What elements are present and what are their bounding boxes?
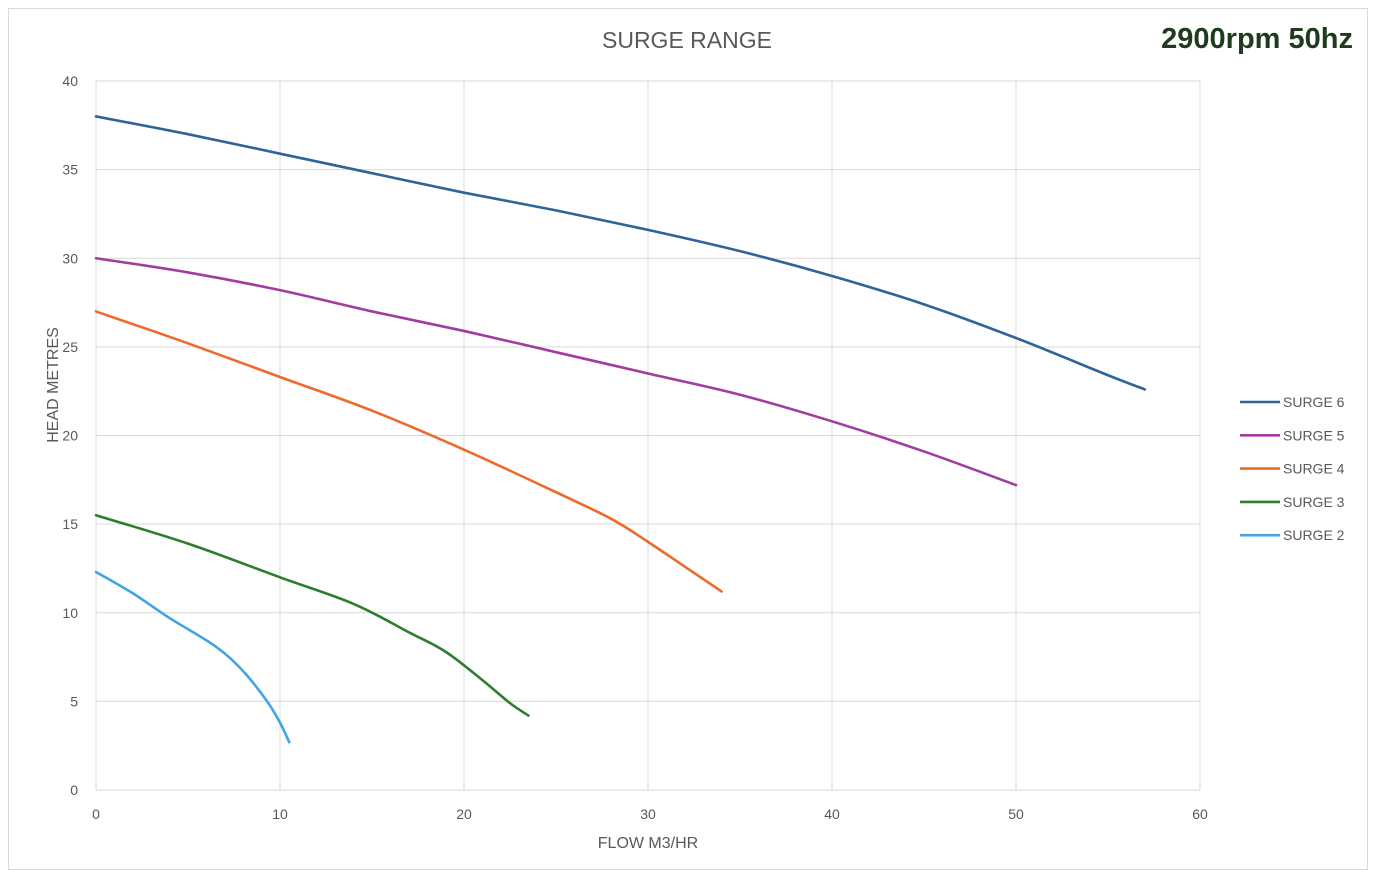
legend-item: SURGE 4 [1240, 461, 1345, 477]
y-tick-label: 20 [62, 428, 78, 444]
y-axis-title: HEAD METRES [45, 327, 62, 443]
y-tick-label: 35 [62, 162, 78, 178]
y-tick-label: 40 [62, 73, 78, 89]
legend-label: SURGE 6 [1283, 394, 1345, 410]
y-tick-label: 10 [62, 605, 78, 621]
series-line-surge-6 [94, 115, 1147, 391]
rpm-hz-badge: 2900rpm 50hz [1161, 23, 1353, 55]
y-axis-ticks: 0 5 10 15 20 25 30 35 40 [62, 73, 78, 798]
x-tick-label: 50 [1008, 806, 1024, 822]
legend-label: SURGE 4 [1283, 461, 1345, 477]
y-tick-label: 15 [62, 516, 78, 532]
legend-item: SURGE 3 [1240, 494, 1345, 510]
y-tick-label: 5 [70, 693, 78, 709]
y-tick-label: 0 [70, 782, 78, 798]
series-line-surge-5 [94, 256, 1018, 487]
series-line-surge-3 [94, 513, 530, 717]
x-axis-title: FLOW M3/HR [598, 835, 698, 852]
x-tick-label: 60 [1192, 806, 1208, 822]
chart-frame [8, 8, 1368, 870]
legend-label: SURGE 5 [1283, 427, 1345, 443]
legend-item: SURGE 6 [1240, 394, 1345, 410]
legend: SURGE 6 SURGE 5 SURGE 4 SURGE 3 SURGE 2 [1240, 394, 1345, 543]
x-tick-label: 20 [456, 806, 472, 822]
legend-item: SURGE 5 [1240, 427, 1345, 443]
series-line-surge-2 [94, 570, 291, 744]
legend-item: SURGE 2 [1240, 527, 1345, 543]
x-axis-ticks: 0 10 20 30 40 50 60 [92, 806, 1208, 822]
x-tick-label: 40 [824, 806, 840, 822]
y-tick-label: 25 [62, 339, 78, 355]
grid-lines [95, 80, 1201, 791]
y-tick-label: 30 [62, 250, 78, 266]
x-tick-label: 10 [272, 806, 288, 822]
x-tick-label: 0 [92, 806, 100, 822]
legend-label: SURGE 3 [1283, 494, 1345, 510]
legend-label: SURGE 2 [1283, 527, 1345, 543]
series-line-surge-4 [94, 310, 723, 593]
chart-title: SURGE RANGE [602, 27, 772, 53]
series-lines [94, 115, 1147, 744]
x-tick-label: 30 [640, 806, 656, 822]
